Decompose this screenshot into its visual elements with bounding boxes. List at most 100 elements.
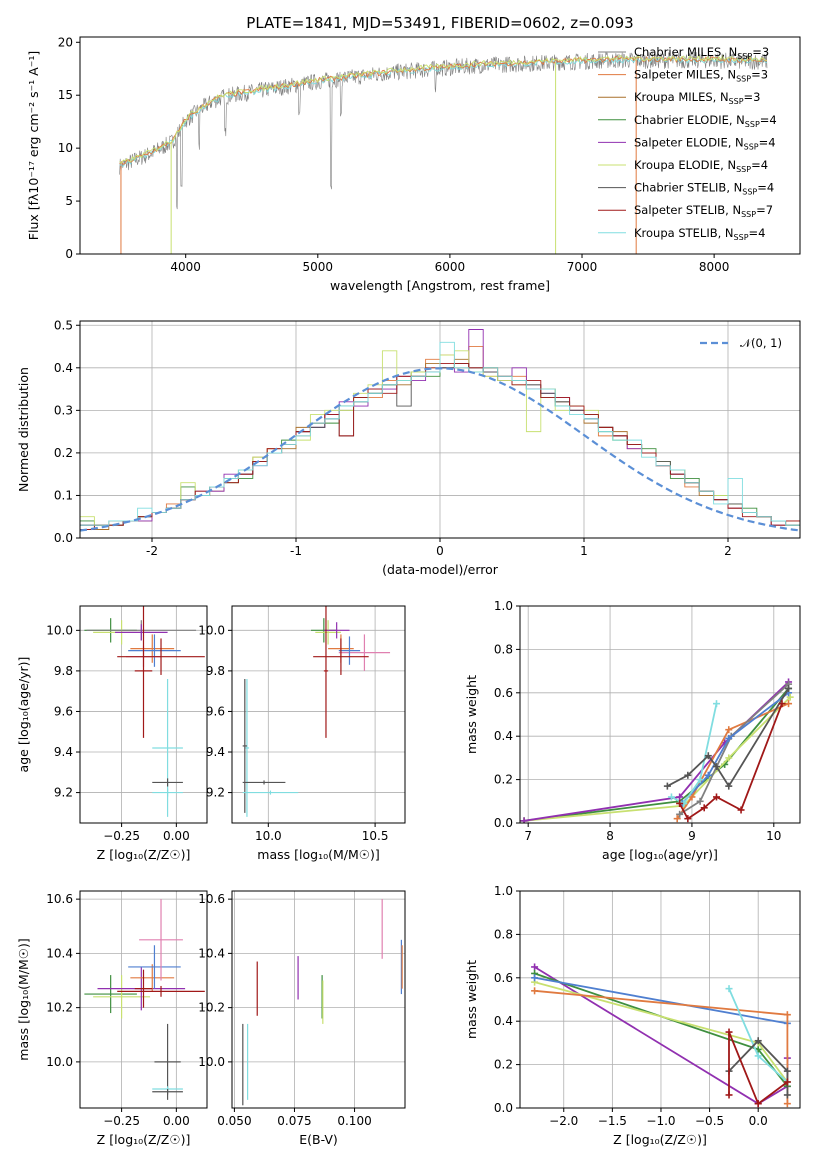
legend-name: Salpeter STELIB, N <box>634 203 741 217</box>
x-tick-label: 7 <box>524 829 532 843</box>
histogram-series <box>80 363 800 530</box>
axes: −2.0 −1.5 −1.0 −0.5 0.0 0.0 0.2 0.4 0.6 0.8 1.0 Z [… <box>464 884 801 1147</box>
axes-frame <box>79 36 801 255</box>
x-tick-label: 9 <box>688 829 696 843</box>
legend-value: =4 <box>749 226 766 240</box>
weight-series-line <box>523 681 790 822</box>
y-tick-label: 0.4 <box>54 361 73 375</box>
y-tick-label: 1.0 <box>494 599 513 613</box>
y-tick-label: 0.5 <box>54 318 73 332</box>
axes-frame <box>79 605 208 824</box>
x-tick-label: 6000 <box>435 260 466 274</box>
x-tick-label: 0.00 <box>163 829 190 843</box>
legend-subscript: SSP <box>734 233 749 242</box>
x-tick-label: 0.075 <box>277 1114 311 1128</box>
axes: -2 -1 0 1 2 0.0 0.1 0.2 0.3 0.4 0.5 (data-model)/er… <box>16 318 801 577</box>
x-tick-label: -1 <box>290 544 302 558</box>
y-tick-label: 0.4 <box>494 1014 513 1028</box>
weight-series-line <box>524 696 791 822</box>
panel-spectrum: 4000 5000 6000 7000 8000 0 5 10 15 20 wavelength [… <box>26 35 801 293</box>
legend-value: =4 <box>751 158 768 172</box>
x-axis-label: Z [log₁₀(Z/Z☉)] <box>613 1132 707 1147</box>
plot-area <box>80 329 800 532</box>
model-spectrum-line <box>119 56 768 167</box>
panel-mass_vs_ebv: 0.050 0.075 0.100 10.0 10.2 10.4 10.6 E(B-V) <box>198 890 406 1147</box>
x-tick-label: 0.100 <box>337 1114 371 1128</box>
y-tick-label: 15 <box>58 88 73 102</box>
legend-entry: Chabrier MILES, NSSP=3 <box>634 45 769 61</box>
legend: 𝒩(0, 1) <box>700 336 782 350</box>
x-axis-label: wavelength [Angstrom, rest frame] <box>330 278 550 293</box>
legend-name: Chabrier ELODIE, N <box>634 113 745 127</box>
y-tick-label: 10.0 <box>198 623 225 637</box>
y-tick-label: 10.2 <box>46 1001 73 1015</box>
legend-subscript: SSP <box>744 142 759 151</box>
weight-series-line <box>676 702 789 820</box>
legend-value: =3 <box>751 68 768 82</box>
axes-frame <box>79 890 208 1109</box>
legend-value: =4 <box>760 113 777 127</box>
axes: 7 8 9 10 0.0 0.2 0.4 0.6 0.8 1.0 age [log₁₀(age/yr… <box>464 599 801 862</box>
y-tick-label: 0.1 <box>54 488 73 502</box>
x-tick-label: 1 <box>580 544 588 558</box>
axes-frame <box>231 890 406 1109</box>
legend-subscript: SSP <box>736 75 751 84</box>
histogram-series <box>80 341 800 526</box>
weight-series-line <box>679 683 790 816</box>
weight-series-line <box>671 703 718 805</box>
y-tick-label: 9.4 <box>54 745 73 759</box>
y-tick-label: 0 <box>65 247 73 261</box>
x-tick-label: 10.0 <box>255 829 282 843</box>
weight-series-line <box>666 688 790 788</box>
y-tick-label: 0.2 <box>54 446 73 460</box>
y-tick-label: 0.2 <box>494 773 513 787</box>
x-tick-label: 10 <box>766 829 781 843</box>
y-tick-label: 10.0 <box>46 623 73 637</box>
legend-value: =3 <box>752 45 769 59</box>
axes: −0.25 0.00 9.2 9.4 9.6 9.8 10.0 Z [log₁₀(Z/Z☉)]… <box>16 605 208 862</box>
panel-residuals: -2 -1 0 1 2 0.0 0.1 0.2 0.3 0.4 0.5 (data-model)/er… <box>16 318 801 577</box>
legend-subscript: SSP <box>729 97 744 106</box>
x-tick-label: −0.25 <box>103 829 140 843</box>
y-axis-label: mass weight <box>464 960 479 1039</box>
y-tick-label: 0.6 <box>494 971 513 985</box>
y-tick-label: 10.0 <box>198 1055 225 1069</box>
y-axis-label: mass weight <box>464 675 479 754</box>
plot-area <box>119 51 768 254</box>
axes: 10.0 10.5 9.2 9.4 9.6 9.8 10.0 mass [log₁₀(M/M☉… <box>198 605 406 862</box>
y-axis-label: Flux [fλ10⁻¹⁷ erg cm⁻² s⁻¹ A⁻¹] <box>26 51 41 240</box>
plot-area <box>242 899 403 1106</box>
axes-frame <box>231 605 406 824</box>
y-tick-label: 10.4 <box>46 946 73 960</box>
y-tick-label: 0.4 <box>494 729 513 743</box>
legend-value: =4 <box>757 181 774 195</box>
y-tick-label: 10 <box>58 141 73 155</box>
y-tick-label: 9.6 <box>54 704 73 718</box>
panel-mass_vs_Z: −0.25 0.00 10.0 10.2 10.4 10.6 Z [log₁₀(Z/Z☉)]… <box>16 890 208 1147</box>
legend-entry: Salpeter MILES, NSSP=3 <box>634 68 768 84</box>
plot-area <box>531 963 791 1108</box>
panel-weight_vs_age: 7 8 9 10 0.0 0.2 0.4 0.6 0.8 1.0 age [log₁₀(age/yr… <box>464 599 801 862</box>
legend-name: Chabrier STELIB, N <box>634 181 742 195</box>
x-tick-label: −2.0 <box>549 1114 578 1128</box>
x-axis-label: (data-model)/error <box>382 562 499 577</box>
legend-name: Chabrier MILES, N <box>634 45 737 59</box>
legend-value: =3 <box>744 90 761 104</box>
y-axis-label: mass [log₁₀(M/M☉)] <box>16 938 31 1060</box>
y-tick-label: 0.0 <box>494 1101 513 1115</box>
x-tick-label: 4000 <box>170 260 201 274</box>
y-tick-label: 0.3 <box>54 403 73 417</box>
normal-curve <box>80 367 800 532</box>
x-tick-label: 0.050 <box>217 1114 251 1128</box>
y-tick-label: 1.0 <box>494 884 513 898</box>
y-tick-label: 9.4 <box>206 745 225 759</box>
x-axis-label: Z [log₁₀(Z/Z☉)] <box>97 1132 191 1147</box>
x-tick-label: 7000 <box>567 260 598 274</box>
y-axis-label: age [log₁₀(age/yr)] <box>16 657 31 773</box>
x-tick-label: −1.5 <box>598 1114 627 1128</box>
x-tick-label: −0.5 <box>695 1114 724 1128</box>
x-axis-label: Z [log₁₀(Z/Z☉)] <box>97 847 191 862</box>
x-tick-label: 10.5 <box>362 829 389 843</box>
x-tick-label: 5000 <box>303 260 334 274</box>
